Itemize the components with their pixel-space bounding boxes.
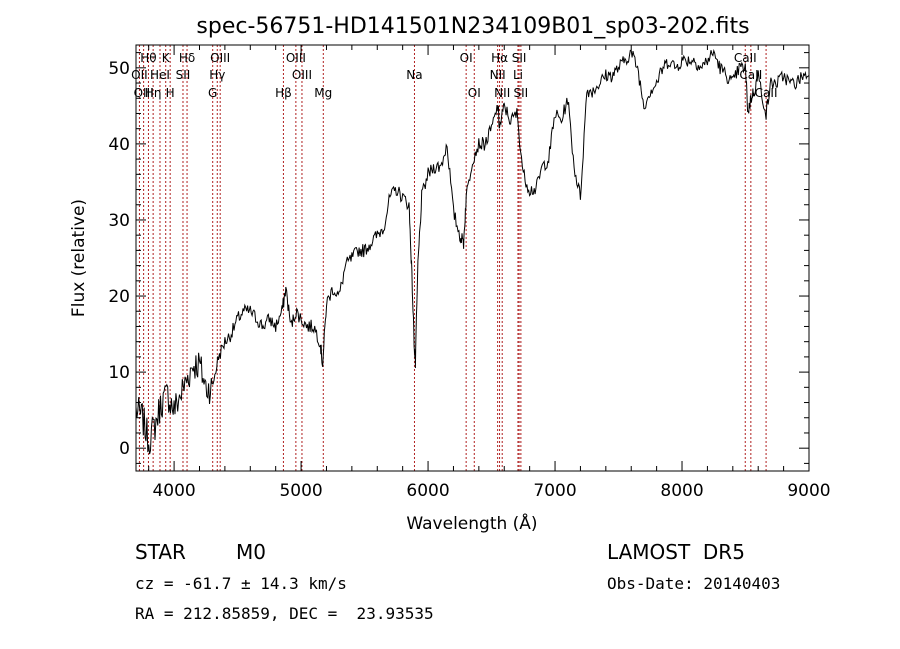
class-label: STAR: [135, 540, 186, 564]
spectral-line-label: Hη: [145, 86, 162, 100]
spectral-line-label: NII: [490, 68, 506, 82]
spectral-line-label: Hβ: [275, 86, 292, 100]
cz-readout: cz = -61.7 ± 14.3 km/s: [135, 574, 347, 593]
spectral-line-label: H: [166, 86, 175, 100]
spectral-line-label: Hδ: [179, 51, 195, 65]
spectral-line-label: CaII: [755, 86, 778, 100]
x-axis-ticks: 4000 5000 6000 7000 8000 9000: [148, 45, 831, 501]
spectral-line-label: Hθ: [140, 51, 156, 65]
spectral-line-label: SII: [514, 86, 529, 100]
survey-label: LAMOST DR5: [607, 540, 745, 564]
y-tick-label: 30: [108, 211, 130, 231]
line-labels: HθOIIOIIIHηHeIKHSIIHδGOIIIHγHβOIIIOIIIMg…: [131, 51, 777, 100]
x-tick-label: 4000: [152, 481, 195, 501]
y-axis-label: Flux (relative): [69, 199, 89, 317]
spectral-line-label: OI: [460, 51, 473, 65]
x-tick-label: 9000: [787, 481, 830, 501]
spectral-line-label: OIII: [210, 51, 230, 65]
spectral-line-label: HeI: [150, 68, 170, 82]
spectral-line-label: Hγ: [209, 68, 225, 82]
y-tick-label: 50: [108, 59, 130, 79]
spectral-line-label: SII: [512, 51, 527, 65]
spectral-line-label: OIII: [134, 86, 154, 100]
x-tick-label: 8000: [660, 481, 703, 501]
plot-frame: [135, 44, 810, 472]
spectral-line-label: K: [162, 51, 171, 65]
spectral-line-label: Mg: [314, 86, 332, 100]
x-tick-label: 7000: [533, 481, 576, 501]
spectral-line-label: G: [208, 86, 217, 100]
spectral-line-label: OIII: [286, 51, 306, 65]
emission-lines: [138, 45, 767, 471]
subclass-label: M0: [236, 540, 266, 564]
spectral-line-label: Li: [513, 68, 523, 82]
chart-title: spec-56751-HD141501N234109B01_sp03-202.f…: [196, 14, 749, 39]
spectral-line-label: NII: [494, 86, 510, 100]
y-tick-label: 40: [108, 135, 130, 155]
y-tick-label: 0: [119, 439, 130, 459]
obs-date-readout: Obs-Date: 20140403: [607, 574, 781, 593]
y-axis-ticks: 0 10 20 30 40 50: [108, 52, 809, 464]
spectral-line-label: SII: [176, 68, 191, 82]
coords-readout: RA = 212.85859, DEC = 23.93535: [135, 604, 434, 623]
spectral-line-label: Na: [406, 68, 422, 82]
spectral-line-label: CaII: [739, 68, 762, 82]
spectrum-series-line: [135, 48, 810, 455]
y-tick-label: 20: [108, 287, 130, 307]
spectral-line-label: Hα: [491, 51, 508, 65]
y-tick-label: 10: [108, 363, 130, 383]
spectral-line-label: OII: [131, 68, 148, 82]
spectral-line-label: OIII: [292, 68, 312, 82]
x-axis-label: Wavelength (Å): [406, 512, 537, 534]
spectral-line-label: OI: [468, 86, 481, 100]
x-tick-label: 5000: [279, 481, 322, 501]
spectral-line-label: CaII: [734, 51, 757, 65]
x-tick-label: 6000: [406, 481, 449, 501]
